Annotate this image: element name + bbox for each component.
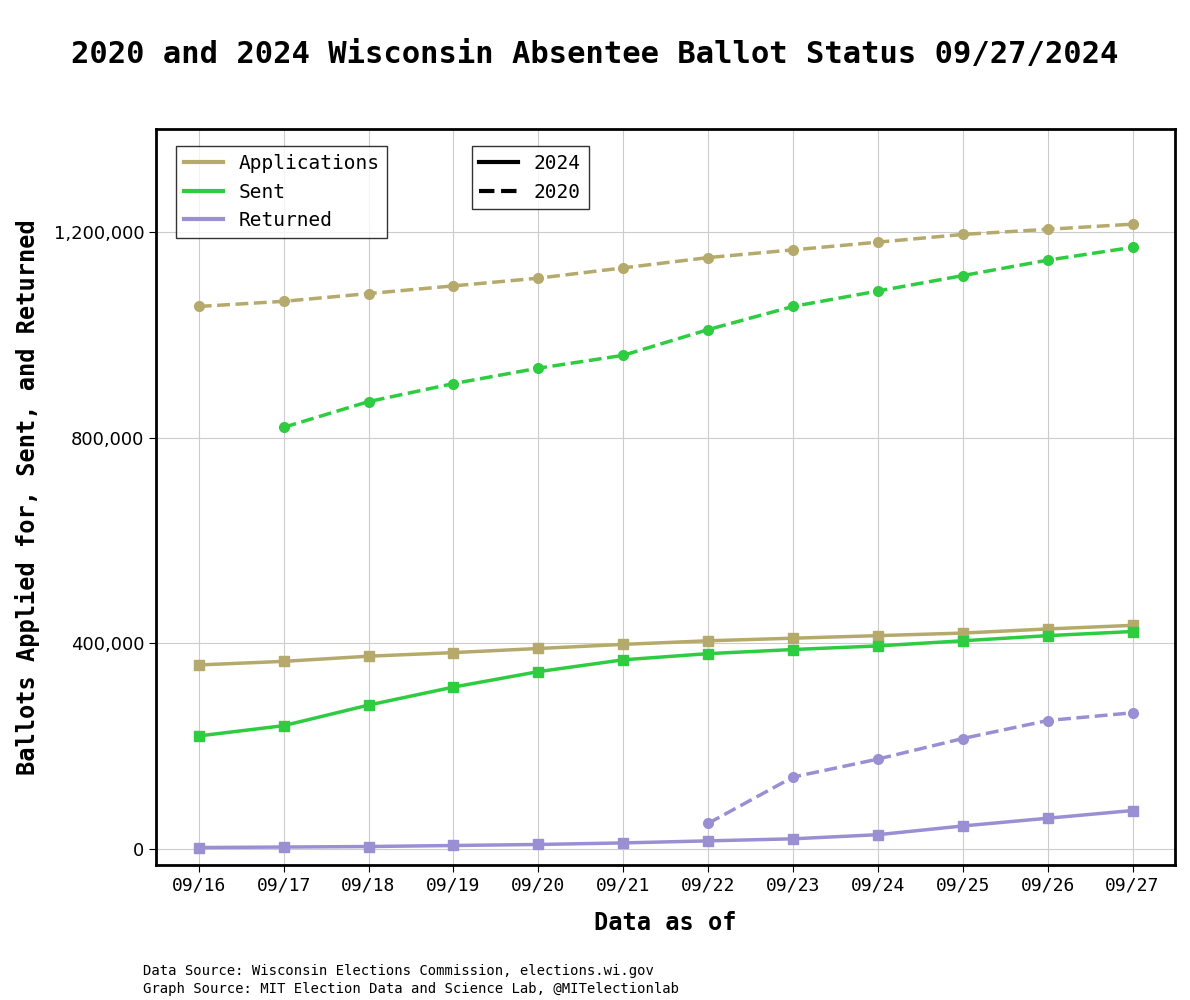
Text: Data Source: Wisconsin Elections Commission, elections.wi.gov: Data Source: Wisconsin Elections Commiss… — [143, 964, 653, 978]
Legend: 2024, 2020: 2024, 2020 — [471, 146, 589, 209]
Text: Graph Source: MIT Election Data and Science Lab, @MITelectionlab: Graph Source: MIT Election Data and Scie… — [143, 982, 678, 996]
X-axis label: Data as of: Data as of — [595, 911, 737, 935]
Text: 2020 and 2024 Wisconsin Absentee Ballot Status 09/27/2024: 2020 and 2024 Wisconsin Absentee Ballot … — [71, 40, 1119, 69]
Y-axis label: Ballots Applied for, Sent, and Returned: Ballots Applied for, Sent, and Returned — [15, 219, 40, 775]
